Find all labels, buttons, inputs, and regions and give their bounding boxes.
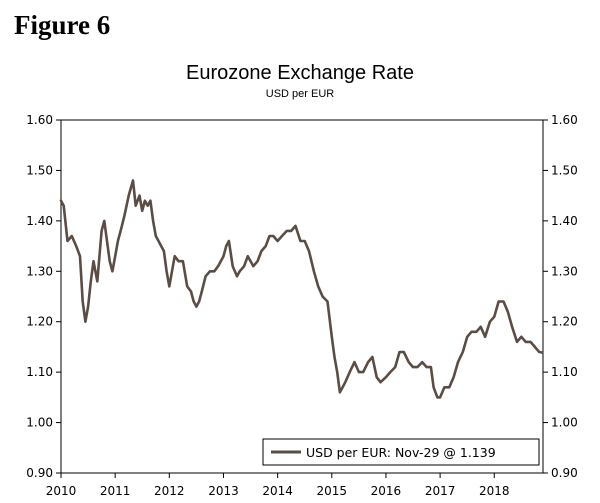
y-tick-label-right: 0.90	[551, 466, 578, 480]
x-tick-label: 2018	[479, 484, 510, 498]
y-tick-label-right: 1.00	[551, 416, 578, 430]
y-tick-label-right: 1.50	[551, 163, 578, 177]
y-tick-label-right: 1.20	[551, 315, 578, 329]
y-tick-label-left: 1.30	[26, 264, 53, 278]
y-tick-label-right: 1.10	[551, 365, 578, 379]
y-tick-label-left: 1.40	[26, 214, 53, 228]
x-tick-label: 2012	[154, 484, 185, 498]
y-tick-label-left: 1.20	[26, 315, 53, 329]
y-tick-label-left: 1.50	[26, 163, 53, 177]
figure-label: Figure 6	[14, 10, 111, 40]
y-tick-label-right: 1.60	[551, 113, 578, 127]
y-tick-label-left: 0.90	[26, 466, 53, 480]
x-tick-label: 2014	[262, 484, 293, 498]
right-axis: 0.90 1.00 1.10 1.20 1.30 1.40 1.50 1.60	[543, 113, 578, 480]
chart-title: Eurozone Exchange Rate	[186, 62, 414, 84]
left-axis: 0.90 1.00 1.10 1.20 1.30 1.40 1.50 1.60	[26, 113, 61, 480]
x-tick-label: 2017	[425, 484, 456, 498]
series-line-usd-per-eur	[59, 179, 544, 399]
x-tick-label: 2016	[371, 484, 402, 498]
chart-subtitle: USD per EUR	[265, 88, 335, 100]
legend: USD per EUR: Nov-29 @ 1.139	[262, 438, 540, 466]
x-tick-label: 2010	[46, 484, 77, 498]
x-tick-label: 2011	[100, 484, 131, 498]
y-tick-label-right: 1.40	[551, 214, 578, 228]
x-tick-label: 2013	[208, 484, 239, 498]
y-tick-label-left: 1.60	[26, 113, 53, 127]
y-tick-label-right: 1.30	[551, 264, 578, 278]
plot-frame	[60, 119, 544, 474]
y-tick-label-left: 1.10	[26, 365, 53, 379]
x-axis: 2010 2011 2012 2013 2014 2015 2016 2017 2018	[46, 473, 510, 498]
y-tick-label-left: 1.00	[26, 416, 53, 430]
legend-label: USD per EUR: Nov-29 @ 1.139	[306, 445, 496, 460]
legend-box	[262, 438, 540, 466]
x-tick-label: 2015	[317, 484, 348, 498]
